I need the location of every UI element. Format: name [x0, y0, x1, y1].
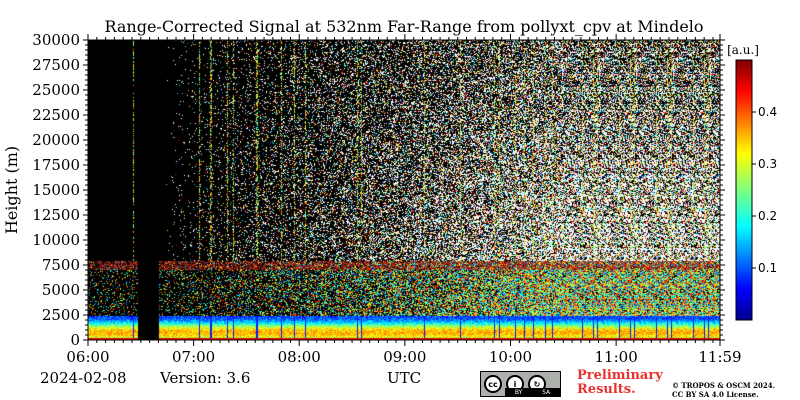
colorbar-tick-label: 0.2 [758, 209, 777, 223]
y-tick-label: 20000 [32, 131, 80, 149]
y-tick-label: 22500 [32, 106, 80, 124]
y-axis-label: Height (m) [2, 146, 21, 234]
x-tick-label: 10:00 [489, 348, 532, 366]
y-tick-label: 7500 [42, 256, 80, 274]
cc-label-strip: BY SA [505, 388, 560, 396]
y-axis: 0 2500 5000 7500 10000 12500 15000 17500 20000 22… [32, 31, 725, 349]
copyright-line-2: CC BY SA 4.0 License. [672, 390, 759, 399]
colorbar-tick-label: 0.4 [758, 105, 777, 119]
colorbar-label: [a.u.] [727, 43, 759, 57]
x-tick-label: 07:00 [172, 348, 215, 366]
y-tick-label: 25000 [32, 81, 80, 99]
signal-heatmap [88, 40, 720, 340]
y-tick-label: 30000 [32, 31, 80, 49]
heatmap-raster [88, 40, 720, 340]
colorbar: [a.u.] 0.1 0.2 0.3 0.4 [727, 43, 777, 321]
chart-title: Range-Corrected Signal at 532nm Far-Rang… [104, 17, 703, 36]
y-tick-label: 12500 [32, 206, 80, 224]
y-tick-label: 5000 [42, 281, 80, 299]
colorbar-gradient [735, 59, 753, 321]
x-tick-label: 11:00 [595, 348, 638, 366]
y-tick-label: 27500 [32, 56, 80, 74]
y-tick-label: 2500 [42, 306, 80, 324]
copyright-notice: © TROPOS & OSCM 2024. CC BY SA 4.0 Licen… [672, 381, 797, 399]
version-label: Version: 3.6 [160, 369, 251, 387]
date-label: 2024-02-08 [40, 369, 127, 387]
x-tick-label: 09:00 [383, 348, 426, 366]
cc-icon: cc [484, 375, 502, 393]
y-tick-label: 0 [70, 331, 80, 349]
y-tick-label: 15000 [32, 181, 80, 199]
x-axis: 06:00 07:00 08:00 09:00 10:00 11:00 11:59 [66, 34, 742, 366]
preliminary-line-1: Preliminary [577, 368, 663, 383]
sa-label: SA [542, 388, 551, 396]
x-tick-label: 06:00 [66, 348, 109, 366]
y-tick-label: 10000 [32, 231, 80, 249]
copyright-line-1: © TROPOS & OSCM 2024. [672, 381, 776, 390]
preliminary-line-2: Results. [577, 382, 636, 397]
utc-label: UTC [387, 369, 422, 387]
y-tick-label: 17500 [32, 156, 80, 174]
x-tick-label: 11:59 [698, 348, 741, 366]
by-label: BY [514, 388, 523, 396]
cc-license-badge[interactable]: cc i ↻ BY SA [480, 371, 561, 397]
preliminary-notice: Preliminary Results. [577, 369, 677, 397]
colorbar-tick-label: 0.3 [758, 157, 777, 171]
colorbar-tick-label: 0.1 [758, 261, 777, 275]
x-tick-label: 08:00 [278, 348, 321, 366]
